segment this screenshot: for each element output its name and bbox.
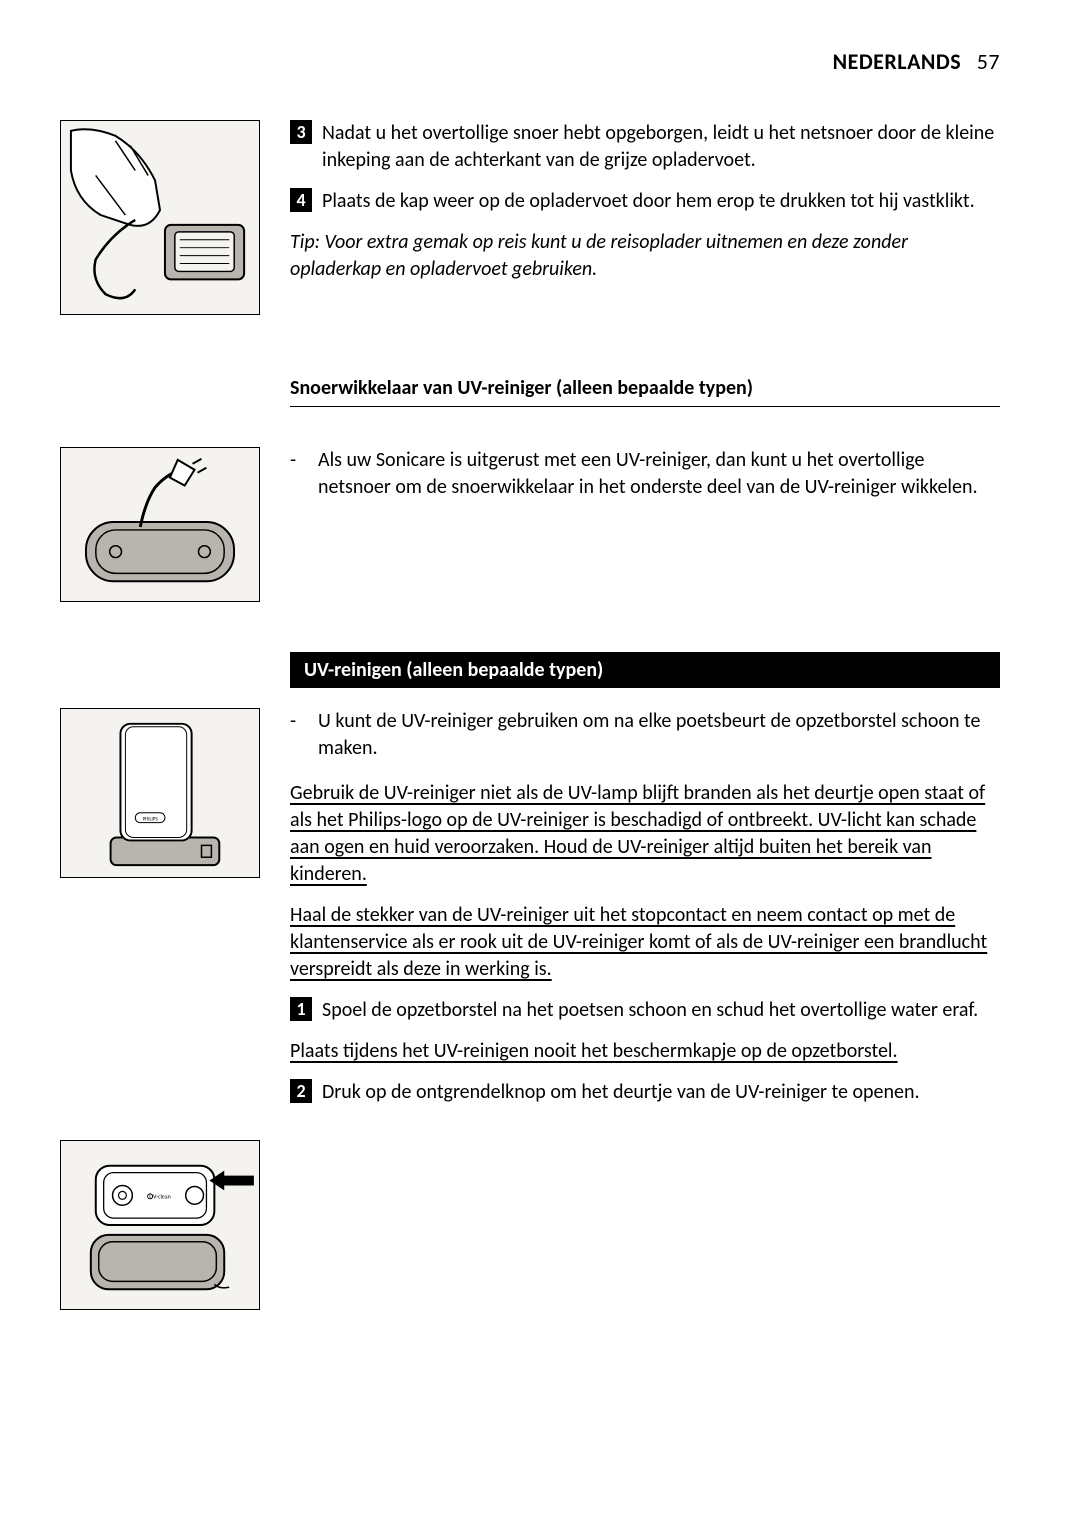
section3-bullet-text: U kunt de UV-reiniger gebruiken om na el… xyxy=(318,708,1000,762)
step-2-text: Druk op de ontgrendelknop om het deurtje… xyxy=(322,1079,920,1106)
section3-bullet: - U kunt de UV-reiniger gebruiken om na … xyxy=(290,708,1000,762)
step-3-text: Nadat u het overtollige snoer hebt opgeb… xyxy=(322,120,1000,174)
spacer xyxy=(60,335,260,427)
section3-text2 xyxy=(290,1140,1000,1310)
page-content: 3 Nadat u het overtollige snoer hebt opg… xyxy=(60,120,1000,1330)
section1-row: 3 Nadat u het overtollige snoer hebt opg… xyxy=(60,120,1000,315)
step-3: 3 Nadat u het overtollige snoer hebt opg… xyxy=(290,120,1000,174)
uv-open-illustration: UV-clean xyxy=(60,1140,260,1310)
uv-open-icon: UV-clean xyxy=(61,1141,259,1309)
step-3-badge: 3 xyxy=(290,120,312,144)
step-1-text: Spoel de opzetborstel na het poetsen sch… xyxy=(322,997,978,1024)
philips-logo-text: PHILIPS xyxy=(143,817,159,823)
step-1-badge: 1 xyxy=(290,997,312,1021)
dash-icon: - xyxy=(290,447,304,501)
uv-sanitizer-illustration: PHILIPS xyxy=(60,708,260,878)
page-number: 57 xyxy=(977,48,1000,75)
section2-text: - Als uw Sonicare is uitgerust met een U… xyxy=(290,447,1000,602)
tip-text: Tip: Voor extra gemak op reis kunt u de … xyxy=(290,229,1000,283)
hand-cord-illustration xyxy=(60,120,260,315)
section3-text1: - U kunt de UV-reiniger gebruiken om na … xyxy=(290,708,1000,1120)
warning-3: Plaats tijdens het UV-reinigen nooit het… xyxy=(290,1038,1000,1065)
section3-row2: UV-clean xyxy=(60,1140,1000,1310)
step-2: 2 Druk op de ontgrendelknop om het deurt… xyxy=(290,1079,1000,1106)
section2-row: - Als uw Sonicare is uitgerust met een U… xyxy=(60,447,1000,602)
section-bar-uv-clean: UV-reinigen (alleen bepaalde typen) xyxy=(290,652,1000,688)
section2-bullet: - Als uw Sonicare is uitgerust met een U… xyxy=(290,447,1000,501)
warning-1: Gebruik de UV-reiniger niet als de UV-la… xyxy=(290,780,1000,888)
subheading-cord-wrap: Snoerwikkelaar van UV-reiniger (alleen b… xyxy=(290,375,1000,407)
section1-text: 3 Nadat u het overtollige snoer hebt opg… xyxy=(290,120,1000,315)
language-label: NEDERLANDS xyxy=(833,48,962,75)
hand-cord-icon xyxy=(61,121,259,314)
cord-wrap-illustration xyxy=(60,447,260,602)
section3-row1: PHILIPS - U kunt de UV-reiniger gebruike… xyxy=(60,708,1000,1120)
step-4: 4 Plaats de kap weer op de opladervoet d… xyxy=(290,188,1000,215)
dash-icon: - xyxy=(290,708,304,762)
page-header: NEDERLANDS 57 xyxy=(833,48,1000,75)
uv-sanitizer-icon: PHILIPS xyxy=(61,709,259,877)
section2-bullet-text: Als uw Sonicare is uitgerust met een UV-… xyxy=(318,447,1000,501)
step-4-text: Plaats de kap weer op de opladervoet doo… xyxy=(322,188,975,215)
step-4-badge: 4 xyxy=(290,188,312,212)
step-2-badge: 2 xyxy=(290,1079,312,1103)
section2-heading-row: Snoerwikkelaar van UV-reiniger (alleen b… xyxy=(60,335,1000,427)
cord-wrap-icon xyxy=(61,448,259,601)
warning-2: Haal de stekker van de UV-reiniger uit h… xyxy=(290,902,1000,983)
step-1: 1 Spoel de opzetborstel na het poetsen s… xyxy=(290,997,1000,1024)
section2-heading-col: Snoerwikkelaar van UV-reiniger (alleen b… xyxy=(290,335,1000,427)
